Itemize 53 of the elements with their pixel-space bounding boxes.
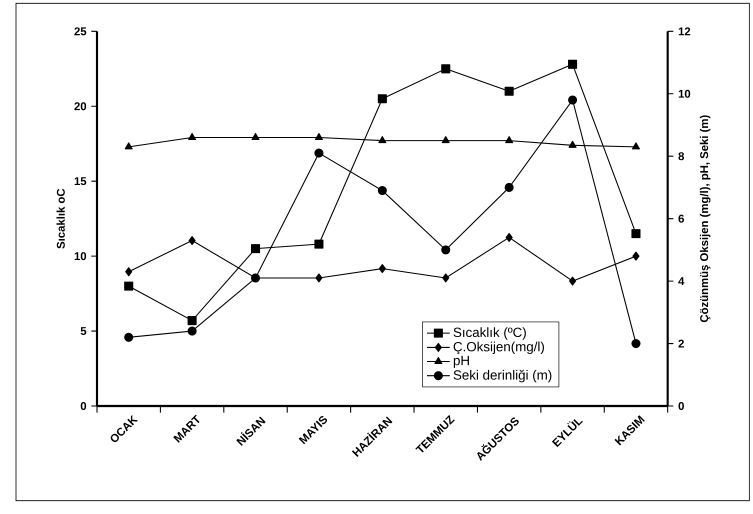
legend-label: Ç.Oksijen(mg/l) xyxy=(454,342,544,354)
point xyxy=(188,236,196,246)
legend-label: Seki derinliği (m) xyxy=(454,370,552,382)
y2-tick-label: 10 xyxy=(678,90,690,98)
point xyxy=(315,273,322,283)
point xyxy=(442,136,450,144)
point xyxy=(632,142,640,150)
point xyxy=(124,282,134,291)
point xyxy=(252,132,260,140)
point xyxy=(631,339,641,348)
point xyxy=(506,232,513,242)
y-tick-label: 15 xyxy=(74,177,86,186)
point xyxy=(314,148,324,158)
point xyxy=(568,140,577,148)
point xyxy=(378,186,387,196)
point xyxy=(504,86,514,96)
legend-label: pH xyxy=(454,356,469,368)
point xyxy=(569,276,576,286)
y2-tick-label: 8 xyxy=(678,152,684,160)
point xyxy=(188,132,196,140)
y-tick-label: 10 xyxy=(74,252,86,260)
point xyxy=(568,60,578,69)
point xyxy=(568,95,578,105)
point xyxy=(188,316,197,326)
y2-tick-label: 2 xyxy=(678,340,684,348)
point xyxy=(632,252,640,261)
y2-tick-label: 0 xyxy=(678,402,684,410)
point xyxy=(378,94,387,104)
point xyxy=(378,136,386,144)
point xyxy=(188,326,197,336)
y2-tick-label: 6 xyxy=(678,214,684,223)
point xyxy=(441,245,450,254)
point xyxy=(631,229,641,238)
y2-tick-label: 12 xyxy=(678,27,690,36)
point xyxy=(441,64,450,74)
point xyxy=(124,332,134,342)
y-tick-label: 5 xyxy=(80,327,86,336)
y-tick-label: 20 xyxy=(74,102,86,110)
y2-axis-title: Çözünmüş Oksijen (mg/l), pH, Seki (m) xyxy=(700,115,710,322)
point xyxy=(505,136,514,144)
point xyxy=(504,182,514,192)
point xyxy=(314,240,324,249)
y2-tick-label: 4 xyxy=(678,277,684,286)
point xyxy=(250,244,260,254)
y-axis-title: Sıcaklık oC xyxy=(56,188,65,249)
y-tick-label: 25 xyxy=(74,27,86,36)
y-tick-label: 0 xyxy=(80,402,86,410)
point xyxy=(442,273,450,283)
point xyxy=(125,267,132,276)
legend-label: Sıcaklık (ºC) xyxy=(454,327,526,340)
point xyxy=(314,132,323,140)
point xyxy=(378,264,386,274)
point xyxy=(124,142,133,150)
